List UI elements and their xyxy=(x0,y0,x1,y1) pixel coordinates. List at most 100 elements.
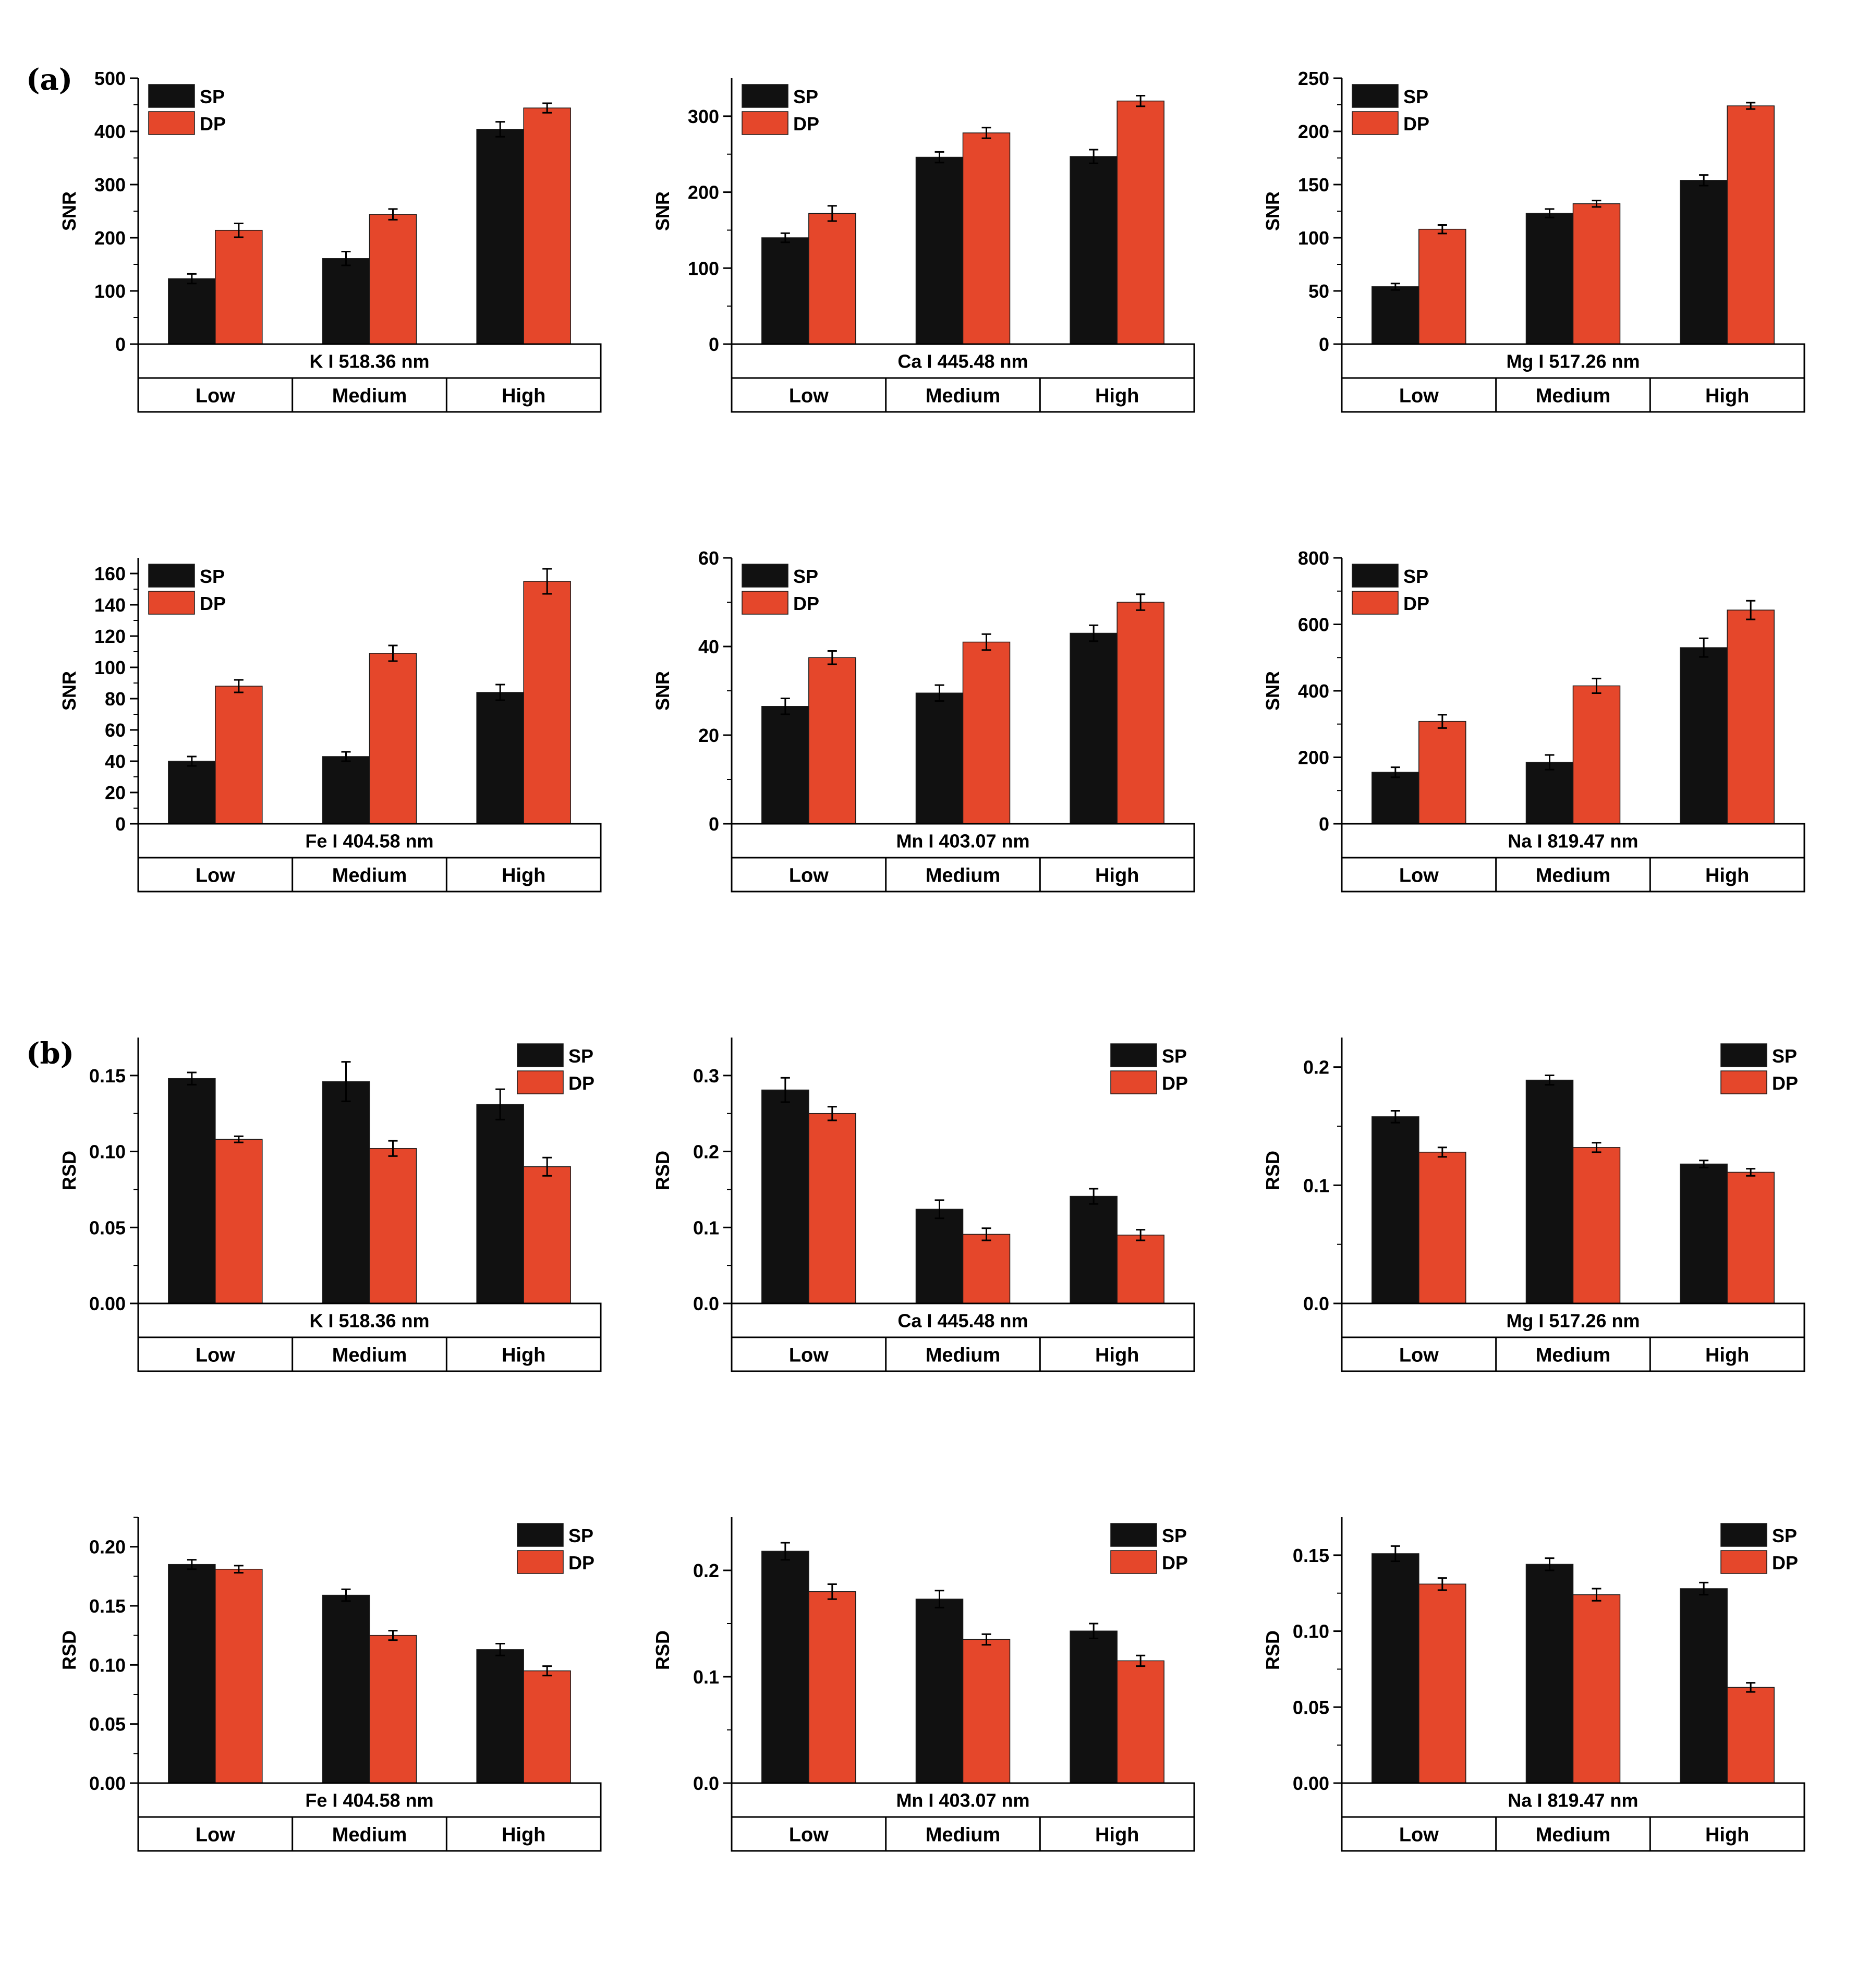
y-tick-label: 150 xyxy=(1298,174,1329,196)
legend-label-sp: SP xyxy=(1772,1525,1797,1546)
bar-dp-low xyxy=(808,657,856,824)
element-label: Mn I 403.07 nm xyxy=(896,831,1029,852)
legend-swatch-sp xyxy=(148,84,195,108)
category-label-high: High xyxy=(502,1345,545,1367)
level-strip xyxy=(137,1336,602,1372)
bar-dp-low xyxy=(1418,721,1466,824)
bar-dp-high xyxy=(1116,1660,1164,1784)
bar-sp-low xyxy=(761,1551,809,1784)
legend-label-sp: SP xyxy=(200,566,225,587)
y-tick-label: 60 xyxy=(105,719,126,741)
category-label-medium: Medium xyxy=(926,865,1001,887)
chart-9: 0.0 0.1 0.2 RSD Mg I 517.26 nm Low Medium High S… xyxy=(1262,1038,1805,1372)
category-label-low: Low xyxy=(196,385,235,407)
level-strip xyxy=(731,1336,1195,1372)
y-tick-label: 0.2 xyxy=(1303,1057,1329,1078)
y-tick-label: 100 xyxy=(94,657,126,678)
y-tick-label: 0.20 xyxy=(89,1536,126,1558)
bar-sp-high xyxy=(476,1649,524,1784)
y-tick-label: 20 xyxy=(698,725,719,746)
legend-label-dp: DP xyxy=(1772,1552,1798,1574)
bar-sp-low xyxy=(168,1078,216,1304)
bar-dp-medium xyxy=(962,132,1011,345)
category-label-low: Low xyxy=(789,1345,829,1367)
legend-swatch-sp xyxy=(742,564,788,588)
legend-label-dp: DP xyxy=(793,593,819,614)
category-label-high: High xyxy=(1095,385,1139,407)
bar-sp-high xyxy=(1680,647,1728,824)
category-label-medium: Medium xyxy=(332,385,407,407)
legend-swatch-dp xyxy=(1352,111,1399,135)
y-tick-label: 40 xyxy=(105,751,126,772)
y-tick-label: 250 xyxy=(1298,68,1329,89)
y-tick-label: 100 xyxy=(688,258,719,279)
panel-label-a: (a) xyxy=(26,63,72,97)
category-label-low: Low xyxy=(196,865,235,887)
legend-label-dp: DP xyxy=(200,113,226,135)
level-strip xyxy=(731,857,1195,893)
category-label-high: High xyxy=(1095,865,1139,887)
legend-swatch-dp xyxy=(1352,591,1399,615)
y-tick-label: 300 xyxy=(688,106,719,127)
legend-swatch-sp xyxy=(1352,84,1399,108)
category-label-medium: Medium xyxy=(926,1345,1001,1367)
bar-dp-high xyxy=(523,107,571,345)
category-label-medium: Medium xyxy=(1536,385,1611,407)
bar-dp-low xyxy=(1418,1152,1466,1304)
bar-dp-medium xyxy=(962,1234,1011,1304)
chart-10: 0.00 0.05 0.10 0.15 0.20 RSD Fe I 404.58 nm Low… xyxy=(58,1517,602,1852)
level-strip xyxy=(1341,1816,1805,1852)
y-tick-label: 400 xyxy=(94,121,126,142)
category-label-low: Low xyxy=(789,385,829,407)
bar-sp-medium xyxy=(915,692,964,824)
bar-sp-medium xyxy=(915,1209,964,1304)
bar-sp-medium xyxy=(915,1599,964,1784)
bar-sp-low xyxy=(168,278,216,345)
y-tick-label: 0.2 xyxy=(693,1141,719,1163)
element-label: Na I 819.47 nm xyxy=(1508,831,1638,852)
chart-4: 0 20 40 60 80 100 120 140 160 SNR Fe I 404.58 nm Lo… xyxy=(58,558,602,893)
bar-dp-low xyxy=(215,229,263,345)
category-label-high: High xyxy=(1705,1824,1749,1846)
legend-label-sp: SP xyxy=(1162,1525,1187,1546)
panel-label-b: (b) xyxy=(26,1036,74,1071)
category-label-high: High xyxy=(502,385,545,407)
legend-swatch-dp xyxy=(517,1550,564,1574)
y-tick-label: 0.1 xyxy=(693,1217,719,1238)
bar-sp-high xyxy=(476,129,524,345)
y-tick-label: 40 xyxy=(698,636,719,657)
y-tick-label: 0.15 xyxy=(89,1065,126,1087)
legend-label-dp: DP xyxy=(793,113,819,135)
level-strip xyxy=(731,1816,1195,1852)
category-label-medium: Medium xyxy=(1536,865,1611,887)
bar-dp-low xyxy=(215,1568,263,1784)
legend-label-sp: SP xyxy=(793,566,818,587)
legend-label-dp: DP xyxy=(1162,1072,1188,1094)
y-tick-label: 0.1 xyxy=(693,1666,719,1688)
bar-dp-medium xyxy=(962,1639,1011,1784)
bar-sp-low xyxy=(168,761,216,824)
bar-dp-medium xyxy=(369,214,417,345)
bar-sp-high xyxy=(1070,1630,1118,1784)
y-tick-label: 0.0 xyxy=(693,1773,719,1794)
y-tick-label: 0.10 xyxy=(1293,1621,1329,1642)
bar-dp-medium xyxy=(1572,1147,1621,1304)
category-label-medium: Medium xyxy=(1536,1345,1611,1367)
y-tick-label: 0 xyxy=(1319,334,1329,355)
y-tick-label: 0.00 xyxy=(1293,1773,1329,1794)
category-label-high: High xyxy=(502,865,545,887)
legend-swatch-sp xyxy=(517,1523,564,1547)
y-tick-label: 0.2 xyxy=(693,1560,719,1581)
bar-sp-low xyxy=(168,1564,216,1784)
element-label: Ca I 445.48 nm xyxy=(897,1310,1028,1332)
bar-sp-high xyxy=(1680,1588,1728,1784)
legend-swatch-dp xyxy=(148,111,195,135)
legend-swatch-sp xyxy=(148,564,195,588)
chart-1: 0 100 200 300 400 500 SNR K I 518.36 nm Low Mediu… xyxy=(58,68,602,413)
chart-8: 0.0 0.1 0.2 0.3 RSD Ca I 445.48 nm Low Medium Hi… xyxy=(652,1038,1195,1372)
bar-sp-low xyxy=(1372,1553,1419,1784)
y-tick-label: 0.05 xyxy=(89,1217,126,1238)
bar-dp-high xyxy=(1727,1687,1775,1784)
y-tick-label: 0.0 xyxy=(1303,1293,1329,1314)
